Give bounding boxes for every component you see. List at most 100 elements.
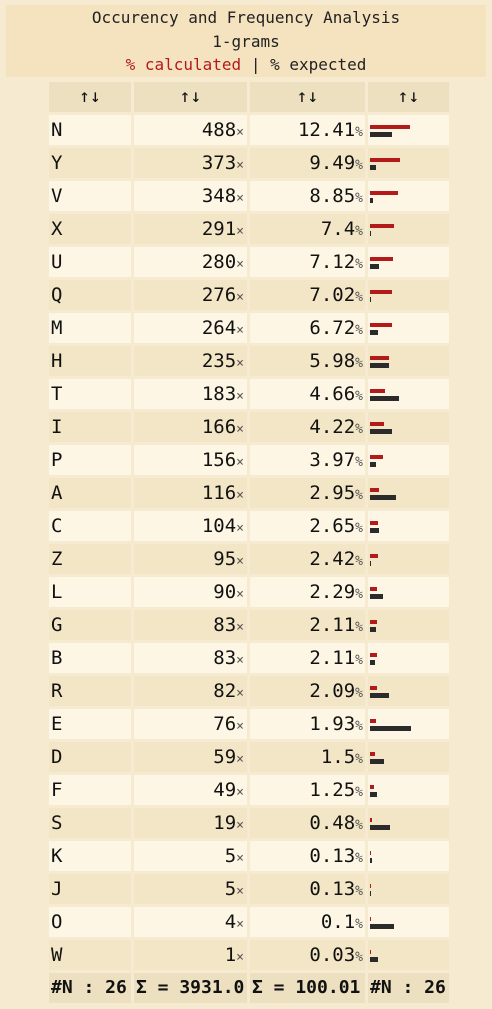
expected-bar (370, 891, 371, 896)
count-unit: × (236, 884, 244, 899)
table-row: B 83× 2.11% (49, 643, 449, 673)
percent-value: 2.11 (309, 647, 356, 669)
count-cell: 5× (134, 874, 247, 904)
percent-cell: 2.11% (250, 610, 365, 640)
percent-cell: 12.41% (250, 115, 365, 145)
table-row: H 235× 5.98% (49, 346, 449, 376)
percent-unit: % (355, 356, 363, 371)
count-cell: 373× (134, 148, 247, 178)
percent-unit: % (355, 422, 363, 437)
calculated-bar (370, 884, 371, 888)
calculated-bar (370, 785, 374, 789)
percent-value: 2.09 (309, 680, 356, 702)
calculated-bar (370, 422, 384, 426)
calculated-bar (370, 389, 385, 393)
table-row: V 348× 8.85% (49, 181, 449, 211)
calculated-bar (370, 587, 378, 591)
expected-bar (370, 858, 373, 863)
letter-cell: H (49, 346, 131, 376)
bar-cell (368, 841, 449, 871)
bar-cell (368, 610, 449, 640)
count-value: 166 (201, 416, 237, 438)
expected-bar (370, 693, 390, 698)
count-unit: × (236, 125, 244, 140)
count-cell: 4× (134, 907, 247, 937)
percent-value: 1.25 (309, 779, 356, 801)
count-cell: 90× (134, 577, 247, 607)
table-row: F 49× 1.25% (49, 775, 449, 805)
count-value: 90 (213, 581, 237, 603)
letter-cell: X (49, 214, 131, 244)
percent-cell: 3.97% (250, 445, 365, 475)
table-row: O 4× 0.1% (49, 907, 449, 937)
count-value: 4 (224, 911, 237, 933)
percent-unit: % (355, 554, 363, 569)
letter-cell: W (49, 940, 131, 970)
calculated-bar (370, 719, 377, 723)
count-cell: 264× (134, 313, 247, 343)
expected-bar (370, 528, 379, 533)
sort-count-button[interactable]: ↑↓ (134, 82, 247, 112)
letter-cell: C (49, 511, 131, 541)
percent-value: 12.41 (297, 119, 356, 141)
calculated-bar (370, 125, 410, 129)
percent-unit: % (355, 686, 363, 701)
expected-bar (370, 825, 391, 830)
percent-value: 0.48 (309, 812, 356, 834)
percent-unit: % (355, 389, 363, 404)
count-unit: × (236, 158, 244, 173)
table-row: U 280× 7.12% (49, 247, 449, 277)
percent-value: 9.49 (309, 152, 356, 174)
count-value: 156 (201, 449, 237, 471)
letter-cell: O (49, 907, 131, 937)
count-cell: 59× (134, 742, 247, 772)
table-row: C 104× 2.65% (49, 511, 449, 541)
sort-percent-button[interactable]: ↑↓ (250, 82, 365, 112)
percent-cell: 4.22% (250, 412, 365, 442)
calculated-bar (370, 554, 378, 558)
table-row: Z 95× 2.42% (49, 544, 449, 574)
sort-letter-button[interactable]: ↑↓ (49, 82, 131, 112)
sort-bar-button[interactable]: ↑↓ (368, 82, 449, 112)
percent-cell: 7.02% (250, 280, 365, 310)
expected-bar (370, 198, 374, 203)
analysis-header: Occurency and Frequency Analysis 1-grams… (6, 5, 486, 77)
count-unit: × (236, 653, 244, 668)
legend: % calculated | % expected (6, 53, 486, 77)
count-value: 183 (201, 383, 237, 405)
percent-unit: % (355, 224, 363, 239)
calculated-bar (370, 818, 372, 822)
table-footer-row: #N : 26 Σ = 3931.0 Σ = 100.01 #N : 26 (49, 973, 449, 1003)
bar-cell (368, 544, 449, 574)
percent-cell: 1.25% (250, 775, 365, 805)
count-value: 95 (213, 548, 237, 570)
percent-cell: 9.49% (250, 148, 365, 178)
calculated-bar (370, 620, 377, 624)
calculated-bar (370, 686, 377, 690)
calculated-bar (370, 224, 394, 228)
bar-cell (368, 775, 449, 805)
analysis-subtitle: 1-grams (212, 31, 280, 51)
bar-cell (368, 478, 449, 508)
count-value: 83 (213, 647, 237, 669)
count-unit: × (236, 818, 244, 833)
table-row: A 116× 2.95% (49, 478, 449, 508)
expected-bar (370, 132, 392, 137)
percent-value: 1.5 (320, 746, 356, 768)
count-unit: × (236, 917, 244, 932)
expected-bar (370, 561, 371, 566)
bar-cell (368, 808, 449, 838)
percent-cell: 4.66% (250, 379, 365, 409)
expected-bar (370, 495, 397, 500)
letter-cell: S (49, 808, 131, 838)
percent-value: 3.97 (309, 449, 356, 471)
percent-value: 2.42 (309, 548, 356, 570)
count-value: 348 (201, 185, 237, 207)
percent-unit: % (355, 587, 363, 602)
count-value: 49 (213, 779, 237, 801)
table-row: G 83× 2.11% (49, 610, 449, 640)
letter-cell: K (49, 841, 131, 871)
expected-bar (370, 231, 371, 236)
calculated-bar (370, 323, 392, 327)
percent-cell: 0.13% (250, 874, 365, 904)
